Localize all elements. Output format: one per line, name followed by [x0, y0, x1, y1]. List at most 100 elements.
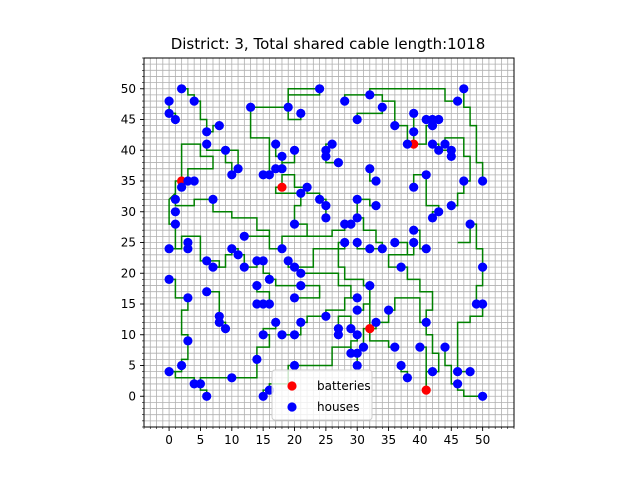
house-point: [271, 318, 280, 327]
y-tick-label: 20: [121, 266, 136, 280]
house-point: [277, 244, 286, 253]
x-tick-label: 20: [287, 433, 302, 447]
legend-marker-houses: [287, 402, 296, 411]
house-point: [340, 238, 349, 247]
house-point: [353, 293, 362, 302]
house-point: [234, 164, 243, 173]
house-point: [315, 84, 324, 93]
house-point: [409, 238, 418, 247]
house-point: [277, 330, 286, 339]
house-point: [221, 324, 230, 333]
house-point: [252, 281, 261, 290]
house-point: [403, 373, 412, 382]
house-point: [208, 195, 217, 204]
house-point: [202, 392, 211, 401]
house-point: [378, 103, 387, 112]
house-point: [353, 330, 362, 339]
house-point: [290, 293, 299, 302]
house-point: [447, 152, 456, 161]
house-point: [409, 109, 418, 118]
house-point: [321, 213, 330, 222]
y-tick-label: 45: [121, 113, 136, 127]
house-point: [296, 109, 305, 118]
house-point: [428, 213, 437, 222]
house-point: [353, 115, 362, 124]
house-point: [171, 220, 180, 229]
house-point: [409, 183, 418, 192]
battery-point: [422, 386, 431, 395]
battery-point: [277, 183, 286, 192]
house-point: [202, 287, 211, 296]
house-point: [422, 170, 431, 179]
house-point: [290, 220, 299, 229]
house-point: [365, 164, 374, 173]
x-tick-label: 45: [444, 433, 459, 447]
y-tick-label: 15: [121, 297, 136, 311]
house-point: [165, 275, 174, 284]
house-point: [183, 336, 192, 345]
house-point: [459, 84, 468, 93]
y-tick-label: 0: [128, 389, 136, 403]
house-point: [365, 281, 374, 290]
house-point: [440, 140, 449, 149]
x-tick-label: 30: [350, 433, 365, 447]
house-point: [265, 275, 274, 284]
house-point: [165, 367, 174, 376]
house-point: [365, 244, 374, 253]
house-point: [403, 140, 412, 149]
house-point: [428, 367, 437, 376]
legend-marker-batteries: [287, 381, 296, 390]
house-point: [183, 244, 192, 253]
house-point: [378, 244, 387, 253]
y-tick-label: 25: [121, 236, 136, 250]
house-point: [321, 152, 330, 161]
x-tick-label: 0: [165, 433, 173, 447]
house-point: [478, 263, 487, 272]
y-tick-label: 10: [121, 328, 136, 342]
house-point: [246, 103, 255, 112]
house-point: [296, 281, 305, 290]
house-point: [422, 244, 431, 253]
house-point: [321, 312, 330, 321]
house-point: [240, 263, 249, 272]
y-tick-label: 30: [121, 205, 136, 219]
house-point: [221, 146, 230, 155]
house-point: [177, 361, 186, 370]
house-point: [259, 256, 268, 265]
house-point: [177, 183, 186, 192]
house-point: [334, 330, 343, 339]
house-point: [390, 343, 399, 352]
house-point: [409, 226, 418, 235]
house-point: [384, 306, 393, 315]
house-point: [303, 183, 312, 192]
house-point: [478, 299, 487, 308]
house-point: [165, 97, 174, 106]
legend: batteries houses: [272, 370, 372, 420]
house-point: [353, 238, 362, 247]
house-point: [365, 90, 374, 99]
house-point: [183, 293, 192, 302]
house-point: [177, 84, 186, 93]
house-point: [227, 373, 236, 382]
house-point: [202, 140, 211, 149]
house-point: [434, 115, 443, 124]
house-point: [321, 201, 330, 210]
legend-label-batteries: batteries: [317, 379, 371, 393]
house-point: [277, 164, 286, 173]
legend-label-houses: houses: [317, 400, 359, 414]
house-point: [271, 140, 280, 149]
house-point: [371, 176, 380, 185]
house-point: [390, 121, 399, 130]
house-point: [440, 343, 449, 352]
house-point: [234, 250, 243, 259]
x-tick-label: 10: [224, 433, 239, 447]
x-tick-label: 15: [256, 433, 271, 447]
house-point: [409, 127, 418, 136]
house-point: [415, 343, 424, 352]
house-point: [165, 244, 174, 253]
house-point: [208, 263, 217, 272]
house-point: [422, 318, 431, 327]
house-point: [340, 220, 349, 229]
house-point: [453, 97, 462, 106]
house-point: [277, 152, 286, 161]
